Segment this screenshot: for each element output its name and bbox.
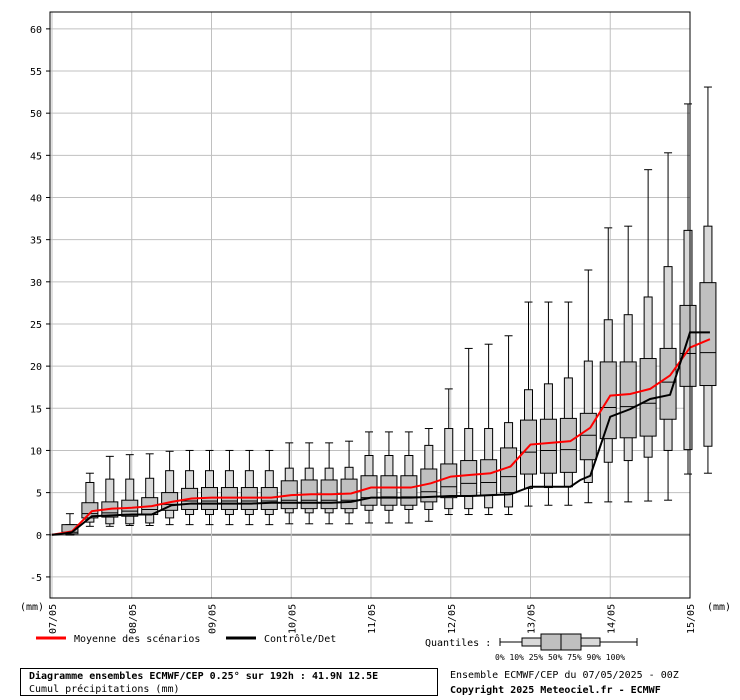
y-tick-label: 45 [30,151,42,162]
y-axis-ticks: -5 0 5 10 15 20 25 30 35 40 45 50 55 60 [30,25,50,584]
y-tick-label: 40 [30,193,42,204]
box-30 [639,169,657,502]
x-tick-label: 14/05 [606,604,617,634]
box-p25-p75 [619,361,637,439]
box-p25-p75 [480,459,498,496]
ensemble-chart: -5 0 5 10 15 20 25 30 35 40 45 50 55 60 07/05 08/05 09/… [20,11,731,662]
box-25 [539,301,557,506]
y-axis-unit-right: (mm) [707,602,731,613]
plot-frame [49,11,691,599]
box-28 [599,227,617,503]
y-tick-label: 0 [36,531,42,542]
box-22 [480,343,498,516]
y-tick-label: 25 [30,320,42,331]
control-line [51,331,710,536]
x-axis-ticks: 07/05 08/05 09/05 10/05 11/05 12/05 13/05 14/05… [48,604,697,634]
y-tick-label: 5 [36,489,42,500]
series-lines [51,331,711,536]
box-33 [699,86,717,474]
box-20 [440,388,458,516]
legend-quantile-ticks: 0% 10% 25% 50% 75% 90% 100% [495,653,625,662]
y-tick-label: 35 [30,236,42,247]
boxplots [61,86,717,536]
box-10 [240,449,258,526]
run-info: Ensemble ECMWF/CEP du 07/05/2025 - 00Z [450,670,679,681]
x-tick-label: 09/05 [208,604,219,634]
box-19 [420,428,438,522]
y-tick-label: 30 [30,278,42,289]
box-17 [380,431,398,524]
box-15 [340,440,358,525]
box-p25-p75 [380,475,398,506]
box-21 [460,347,478,516]
box-27 [579,269,597,504]
box-p25-p75 [500,447,518,494]
box-11 [260,449,278,526]
legend-mean-label: Moyenne des scénarios [74,633,200,645]
legend-quantile-sample [499,633,638,651]
box-p25-p75 [400,475,418,506]
y-tick-label: 60 [30,25,42,36]
box-p25-p75 [440,463,458,499]
y-tick-label: 20 [30,362,42,373]
box-p25-p75 [699,282,717,387]
y-tick-label: 50 [30,109,42,120]
box-31 [659,152,677,501]
box-29 [619,225,637,503]
box-24 [520,301,537,507]
footer-title-box: Diagramme ensembles ECMWF/CEP 0.25° sur … [20,668,438,696]
box-6 [161,450,179,526]
box-13 [300,442,318,525]
x-tick-label: 07/05 [48,604,59,634]
box-23 [500,335,518,516]
x-tick-label: 13/05 [527,604,538,634]
x-tick-label: 10/05 [287,604,298,634]
box-7 [181,449,199,526]
box-14 [320,442,338,525]
legend-control-label: Contrôle/Det [264,633,336,645]
legend-quantiles-label: Quantiles : [425,638,491,649]
box-p25-p75 [61,524,79,535]
y-tick-label: -5 [30,573,42,584]
x-tick-label: 12/05 [447,604,458,634]
y-axis-unit-left: (mm) [20,602,44,613]
legend: Moyenne des scénarios Contrôle/Det Quant… [36,633,638,662]
box-32 [679,103,697,475]
y-tick-label: 15 [30,404,42,415]
box-26 [559,301,577,506]
box-p25-p75 [539,418,557,474]
box-12 [280,442,298,525]
box-8 [201,449,218,526]
footer-title: Diagramme ensembles ECMWF/CEP 0.25° sur … [29,671,379,682]
y-tick-label: 55 [30,67,42,78]
box-p25-p75 [659,347,677,420]
x-tick-label: 11/05 [367,604,378,634]
box-9 [220,449,238,526]
box-p25-p75 [460,460,478,497]
x-tick-label: 15/05 [686,604,697,634]
x-tick-label: 08/05 [128,604,139,634]
mean-line [51,338,711,536]
box-16 [360,431,378,524]
copyright: Copyright 2025 Meteociel.fr - ECMWF [450,685,661,696]
footer-subtitle: Cumul précipitations (mm) [29,684,180,695]
box-18 [400,431,418,524]
y-tick-label: 10 [30,446,42,457]
box-p25-p75 [559,417,577,473]
